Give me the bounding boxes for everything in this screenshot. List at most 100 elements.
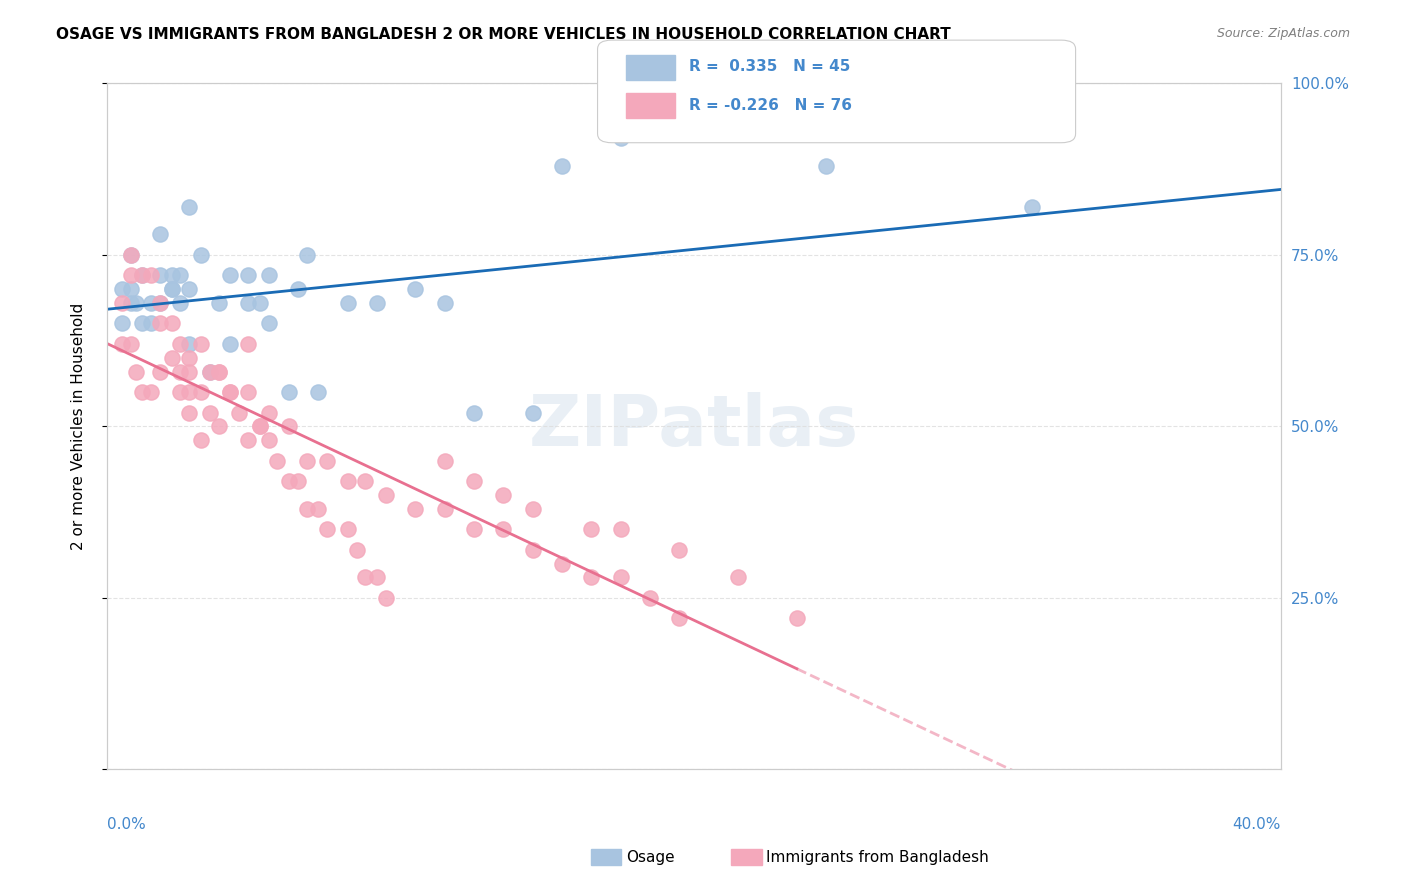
Point [668,611,690,625]
Point [149,296,172,310]
Point [404,282,426,296]
Point [190,433,212,447]
Point [307,501,329,516]
Point [463,475,485,489]
Point [120,248,142,262]
Point [198,364,221,378]
Point [336,475,359,489]
Text: Source: ZipAtlas.com: Source: ZipAtlas.com [1216,27,1350,40]
Point [257,406,280,420]
Point [169,337,191,351]
Point [638,591,661,605]
Point [786,611,808,625]
Point [366,296,388,310]
Point [120,296,142,310]
Text: OSAGE VS IMMIGRANTS FROM BANGLADESH 2 OR MORE VEHICLES IN HOUSEHOLD CORRELATION : OSAGE VS IMMIGRANTS FROM BANGLADESH 2 OR… [56,27,950,42]
Text: 40.0%: 40.0% [1233,817,1281,832]
Point [190,385,212,400]
Point [295,453,318,467]
Point [236,268,259,283]
Point [278,385,301,400]
Point [139,317,162,331]
Point [581,570,603,584]
Point [316,453,339,467]
Point [149,296,172,310]
Point [249,419,271,434]
Point [316,522,339,536]
Y-axis label: 2 or more Vehicles in Household: 2 or more Vehicles in Household [72,302,86,550]
Text: 0.0%: 0.0% [107,817,146,832]
Point [111,317,134,331]
Point [131,268,153,283]
Point [433,296,456,310]
Point [295,501,318,516]
Point [257,433,280,447]
Point [249,419,271,434]
Point [179,364,201,378]
Point [160,282,183,296]
Point [522,542,544,557]
Point [433,453,456,467]
Point [190,248,212,262]
Point [581,522,603,536]
Point [207,296,229,310]
Point [492,488,515,502]
Point [179,337,201,351]
Point [336,522,359,536]
Point [354,570,377,584]
Point [366,570,388,584]
Text: Immigrants from Bangladesh: Immigrants from Bangladesh [766,850,988,864]
Point [111,296,134,310]
Point [149,268,172,283]
Point [179,200,201,214]
Point [236,296,259,310]
Point [236,385,259,400]
Point [111,337,134,351]
Point [131,385,153,400]
Point [522,406,544,420]
Point [111,282,134,296]
Point [160,351,183,365]
Point [609,570,631,584]
Point [278,419,301,434]
Point [404,501,426,516]
Point [160,317,183,331]
Point [236,337,259,351]
Point [149,227,172,242]
Point [354,475,377,489]
Point [336,296,359,310]
Point [207,364,229,378]
Point [287,282,309,296]
Point [139,385,162,400]
Text: R = -0.226   N = 76: R = -0.226 N = 76 [689,98,852,112]
Point [139,296,162,310]
Point [287,475,309,489]
Point [295,248,318,262]
Point [551,159,574,173]
Point [131,317,153,331]
Point [198,406,221,420]
Point [374,591,396,605]
Point [219,337,242,351]
Point [207,419,229,434]
Point [179,351,201,365]
Point [169,296,191,310]
Point [120,248,142,262]
Point [463,522,485,536]
Point [149,317,172,331]
Point [727,570,749,584]
Point [139,268,162,283]
Point [492,522,515,536]
Point [278,475,301,489]
Point [169,385,191,400]
Point [160,282,183,296]
Point [307,385,329,400]
Point [257,317,280,331]
Point [219,268,242,283]
Point [219,385,242,400]
Point [120,268,142,283]
Point [463,406,485,420]
Point [257,268,280,283]
Point [149,364,172,378]
Point [815,159,838,173]
